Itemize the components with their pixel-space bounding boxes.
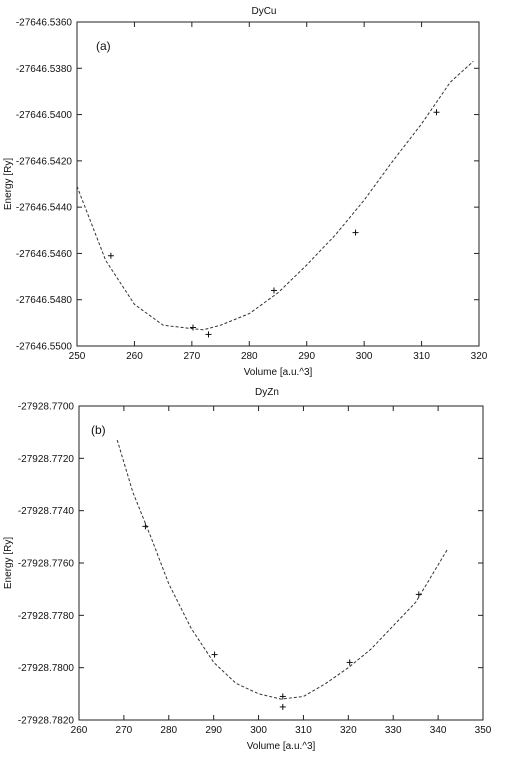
- y-tick: -27928.7740: [18, 506, 483, 517]
- data-point: [142, 523, 149, 530]
- x-tick-label: 330: [385, 725, 402, 736]
- x-tick-label: 310: [413, 351, 430, 362]
- x-tick: 300: [356, 22, 373, 362]
- data-point: [205, 331, 212, 338]
- x-tick: 350: [475, 406, 492, 736]
- data-point: [270, 287, 277, 294]
- y-tick-label: -27646.5460: [16, 249, 73, 260]
- y-tick: -27928.7780: [18, 611, 483, 622]
- x-tick-label: 350: [475, 725, 492, 736]
- y-tick-label: -27928.7740: [18, 506, 75, 517]
- x-tick-label: 270: [116, 725, 133, 736]
- x-tick: 290: [205, 406, 222, 736]
- y-tick: -27646.5420: [16, 156, 479, 167]
- x-tick: 300: [250, 406, 267, 736]
- x-axis-ticks-b: 260 270 280 290 300 310 320 330 340 350: [71, 406, 492, 736]
- x-tick: 290: [298, 22, 315, 362]
- x-tick: 270: [116, 406, 133, 736]
- x-tick-label: 300: [250, 725, 267, 736]
- x-tick: 310: [413, 22, 430, 362]
- y-tick-label: -27646.5440: [16, 203, 73, 214]
- x-tick-label: 300: [356, 351, 373, 362]
- y-tick-label: -27646.5420: [16, 156, 73, 167]
- y-tick-label: -27646.5400: [16, 110, 73, 121]
- chart-title-a: DyCu: [251, 6, 276, 17]
- x-tick-label: 280: [160, 725, 177, 736]
- data-points-a: [107, 109, 440, 338]
- y-tick-label: -27928.7760: [18, 559, 75, 570]
- y-tick-label: -27928.7820: [18, 716, 75, 727]
- y-tick: -27646.5500: [16, 342, 479, 353]
- data-point: [190, 324, 197, 331]
- x-tick: 340: [430, 406, 447, 736]
- y-tick: -27646.5380: [16, 64, 479, 75]
- y-axis-title-a: Energy [Ry]: [3, 158, 14, 210]
- x-tick: 280: [160, 406, 178, 736]
- y-tick-label: -27646.5360: [16, 18, 73, 29]
- data-point: [279, 703, 286, 710]
- x-tick: 260: [71, 406, 88, 736]
- plot-frame-b: [78, 405, 484, 721]
- x-tick-label: 310: [295, 725, 312, 736]
- x-tick-label: 270: [184, 351, 201, 362]
- x-tick: 320: [471, 22, 488, 362]
- x-axis-ticks-a: 250 260 270 280 290 300 310 320: [69, 22, 488, 362]
- fit-curve-b: [116, 439, 448, 700]
- x-tick: 260: [126, 22, 143, 362]
- x-tick-label: 290: [298, 351, 315, 362]
- fit-curve-a: [76, 60, 474, 331]
- y-axis-ticks-a: -27646.5500 -27646.5480 -27646.5460 -27646.…: [16, 18, 479, 353]
- x-tick-label: 260: [71, 725, 88, 736]
- y-axis-title-b: Energy [Ry]: [3, 537, 14, 589]
- x-tick: 330: [385, 406, 402, 736]
- x-tick-label: 320: [340, 725, 357, 736]
- y-tick: -27646.5360: [16, 18, 479, 29]
- chart-panel-a: DyCu (a) -27646.5500 -27646.5480 -27646.54…: [3, 6, 488, 378]
- y-tick: -27928.7800: [18, 663, 483, 674]
- data-point: [279, 693, 286, 700]
- y-tick: -27646.5440: [16, 203, 479, 214]
- x-tick: 270: [184, 22, 201, 362]
- data-point: [352, 229, 359, 236]
- y-tick: -27928.7700: [18, 402, 483, 413]
- x-tick-label: 280: [241, 351, 258, 362]
- y-tick: -27646.5460: [16, 249, 479, 260]
- x-axis-title-b: Volume [a.u.^3]: [247, 741, 316, 752]
- x-tick-label: 290: [205, 725, 222, 736]
- data-point: [346, 659, 353, 666]
- y-tick: -27646.5480: [16, 295, 479, 306]
- chart-panel-b: DyZn (b) -27928.7820 -27928.7800 -27928.77…: [3, 387, 492, 752]
- panel-label-b: (b): [91, 423, 106, 437]
- y-tick-label: -27646.5480: [16, 295, 73, 306]
- data-point: [433, 109, 440, 116]
- y-tick: -27928.7820: [18, 716, 483, 727]
- y-tick-label: -27928.7700: [18, 402, 75, 413]
- y-tick-label: -27928.7780: [18, 611, 75, 622]
- x-tick-label: 340: [430, 725, 447, 736]
- x-tick-label: 320: [471, 351, 488, 362]
- y-tick: -27928.7720: [18, 454, 483, 465]
- x-tick-label: 250: [69, 351, 86, 362]
- x-axis-title-a: Volume [a.u.^3]: [244, 367, 313, 378]
- panel-label-a: (a): [96, 39, 111, 53]
- y-tick-label: -27928.7800: [18, 663, 75, 674]
- y-tick-label: -27646.5500: [16, 342, 73, 353]
- y-tick: -27646.5400: [16, 110, 479, 121]
- x-tick: 320: [340, 406, 357, 736]
- y-tick: -27928.7760: [18, 559, 483, 570]
- data-point: [107, 252, 114, 259]
- x-tick: 280: [241, 22, 258, 362]
- data-point: [211, 651, 218, 658]
- y-axis-ticks-b: -27928.7820 -27928.7800 -27928.7780 -27928.…: [18, 402, 483, 727]
- y-tick-label: -27646.5380: [16, 64, 73, 75]
- y-tick-label: -27928.7720: [18, 454, 75, 465]
- x-tick-label: 260: [126, 351, 143, 362]
- plot-frame-a: [76, 21, 480, 347]
- x-tick: 250: [69, 22, 86, 362]
- data-points-b: [142, 523, 422, 710]
- x-tick: 310: [295, 406, 312, 736]
- data-point: [415, 591, 422, 598]
- chart-title-b: DyZn: [255, 387, 279, 398]
